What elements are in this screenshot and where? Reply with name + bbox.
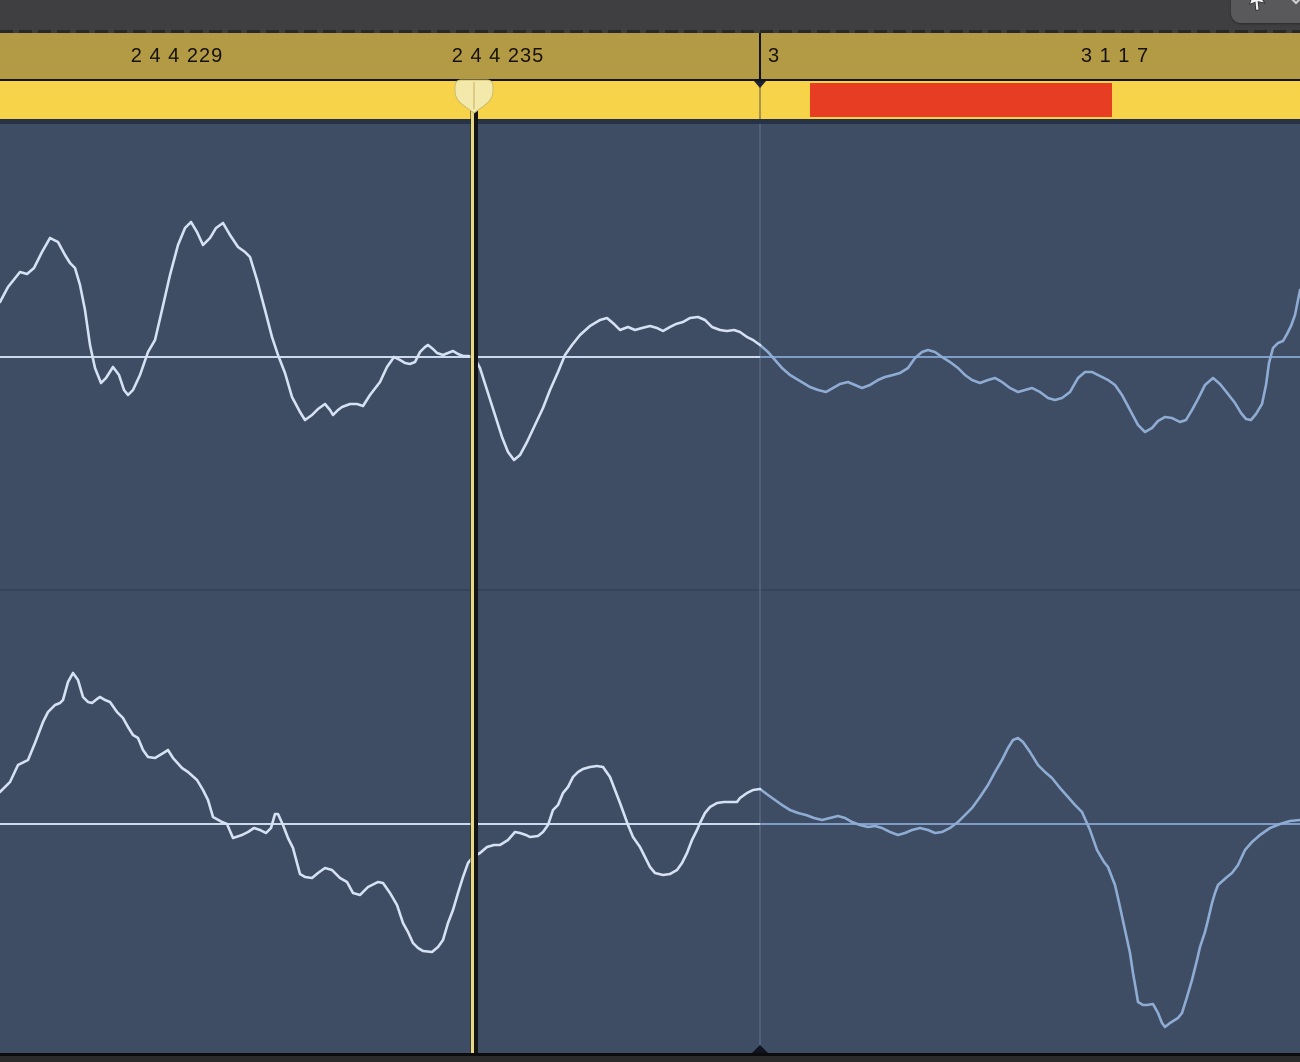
ruler-label: 3: [768, 45, 781, 67]
waveform-svg: [0, 124, 1300, 1053]
ruler-top-edge: [0, 30, 1300, 34]
bottom-edge: [0, 1053, 1300, 1062]
bar-3-tick: [759, 33, 761, 79]
bar-3-notch-top: [754, 81, 766, 88]
ruler-label: 3 1 1 7: [1080, 45, 1150, 67]
autopunch-region[interactable]: [810, 83, 1112, 117]
beat-ruler[interactable]: 2 4 4 229 2 4 4 235 3 3 1 1 7: [0, 33, 1300, 81]
cycle-strip[interactable]: [0, 81, 1300, 124]
top-bar: [0, 0, 1300, 30]
playhead-line[interactable]: [470, 96, 478, 1053]
tool-button-group[interactable]: [1231, 0, 1300, 23]
ruler-label: 2 4 4 235: [451, 45, 545, 67]
playhead-marker[interactable]: [454, 79, 494, 114]
waveform-display[interactable]: [0, 124, 1300, 1053]
ruler-label: 2 4 4 229: [130, 45, 224, 67]
pointer-tool-icon[interactable]: [1244, 0, 1270, 14]
bar-3-notch-bottom: [752, 1045, 768, 1053]
chevron-down-icon[interactable]: [1287, 0, 1300, 8]
bar-3-gridline-cycle: [759, 81, 761, 119]
